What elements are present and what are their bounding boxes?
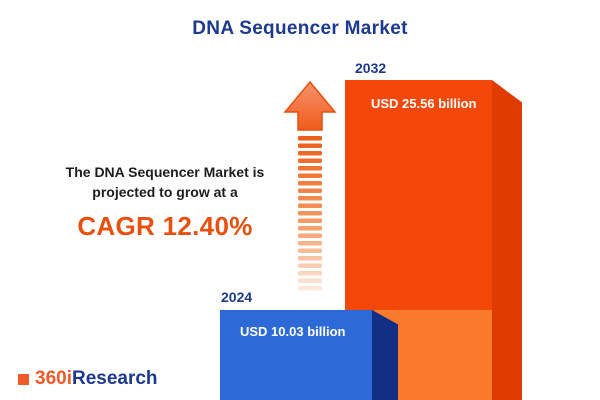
value-label-2024: USD 10.03 billion [240,324,346,339]
brand-logo: 360i Research [18,368,158,390]
description-line-2: projected to grow at a [92,184,238,201]
logo-prefix: 360i [35,368,72,389]
description-block: The DNA Sequencer Market is projected to… [40,162,290,242]
growth-arrow-icon [283,80,337,291]
page-title: DNA Sequencer Market [192,18,408,39]
bar-2032-side-face [492,80,522,400]
year-label-2032: 2032 [355,60,387,76]
year-label-2024: 2024 [221,289,253,305]
value-label-2032: USD 25.56 billion [371,96,477,111]
bar-2024 [220,310,372,400]
cagr-value: CAGR 12.40% [77,210,253,241]
description-line-1: The DNA Sequencer Market is [65,164,265,180]
logo-square-icon [18,373,29,385]
logo-suffix: Research [71,368,158,389]
bar-2024-side-face [372,310,398,400]
